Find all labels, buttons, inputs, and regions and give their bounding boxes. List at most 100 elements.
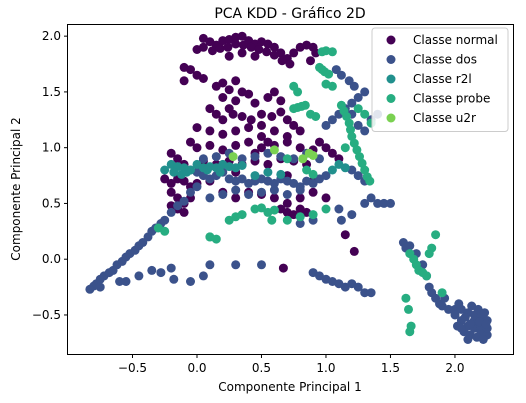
data-point xyxy=(321,143,331,153)
data-point xyxy=(218,78,228,88)
data-point xyxy=(306,56,315,66)
data-point xyxy=(231,212,241,222)
data-point xyxy=(431,230,441,240)
data-point xyxy=(302,165,312,175)
data-point xyxy=(257,143,266,153)
data-point xyxy=(454,299,464,309)
data-point xyxy=(267,215,277,225)
data-point xyxy=(282,198,292,208)
data-point xyxy=(263,167,273,177)
data-point xyxy=(198,42,208,52)
data-point xyxy=(269,87,279,97)
data-point xyxy=(173,201,183,211)
data-point xyxy=(340,143,350,153)
data-point xyxy=(360,288,370,298)
data-point xyxy=(289,48,299,58)
data-point xyxy=(478,335,488,344)
data-point xyxy=(160,174,170,184)
data-point xyxy=(257,109,266,119)
data-point xyxy=(166,263,176,273)
data-point xyxy=(179,196,189,206)
legend-box xyxy=(371,27,509,132)
data-point xyxy=(250,171,260,181)
data-point xyxy=(344,76,354,86)
data-point xyxy=(224,85,234,95)
data-point xyxy=(285,59,295,69)
data-point xyxy=(295,219,305,228)
data-point xyxy=(160,215,170,225)
data-point xyxy=(237,48,247,58)
data-point xyxy=(327,115,337,125)
data-point xyxy=(198,74,208,83)
data-point xyxy=(95,282,105,292)
data-point xyxy=(263,93,273,102)
data-point xyxy=(276,96,286,106)
data-point xyxy=(450,310,460,320)
data-point xyxy=(331,65,341,75)
x-tick-label: 0.0 xyxy=(187,361,206,375)
data-point xyxy=(250,152,260,162)
series-classe-normal xyxy=(160,31,359,273)
y-tick-label: 0.5 xyxy=(42,196,61,210)
data-point xyxy=(347,210,357,220)
x-tick-label: 1.0 xyxy=(316,361,335,375)
data-point xyxy=(336,215,346,225)
data-point xyxy=(202,165,212,175)
data-point xyxy=(269,145,279,155)
data-point xyxy=(321,204,331,214)
data-point xyxy=(282,115,292,125)
data-point xyxy=(166,178,176,188)
data-point xyxy=(228,152,238,162)
data-point xyxy=(282,154,292,164)
legend-marker xyxy=(386,113,396,123)
data-point xyxy=(311,112,321,121)
x-tick-label: 0.5 xyxy=(252,361,271,375)
data-point xyxy=(211,234,221,244)
data-point xyxy=(295,193,305,203)
data-point xyxy=(198,154,208,164)
x-tick-label: −0.5 xyxy=(118,361,147,375)
data-point xyxy=(115,277,125,286)
data-point xyxy=(321,193,331,203)
data-point xyxy=(246,115,256,125)
series-classe-r2l xyxy=(160,159,350,181)
data-point xyxy=(169,274,179,284)
data-point xyxy=(237,31,247,41)
data-point xyxy=(353,104,363,114)
plot-frame xyxy=(67,24,514,355)
x-axis-ticks: −0.5 0.0 0.5 1.0 1.5 2.0 xyxy=(118,354,465,375)
series-classe-dos xyxy=(85,65,492,344)
data-point xyxy=(327,148,337,158)
data-point xyxy=(308,187,318,197)
data-point xyxy=(308,151,318,160)
data-point xyxy=(205,104,215,114)
data-point xyxy=(237,154,247,164)
data-point xyxy=(215,167,225,177)
data-point xyxy=(324,69,334,79)
data-point xyxy=(465,319,475,329)
x-tick-label: 2.0 xyxy=(445,361,464,375)
data-point xyxy=(289,120,299,130)
data-point xyxy=(334,204,344,214)
data-point xyxy=(269,42,279,52)
data-point xyxy=(179,207,189,217)
data-point xyxy=(231,76,241,86)
data-point xyxy=(231,185,241,195)
legend-label: Classe u2r xyxy=(413,111,476,125)
data-point xyxy=(353,93,363,102)
data-point xyxy=(237,174,247,184)
data-point xyxy=(365,176,375,186)
data-point xyxy=(373,198,383,208)
data-point xyxy=(308,169,318,179)
data-point xyxy=(327,165,337,175)
data-point xyxy=(244,137,254,147)
data-point xyxy=(360,198,370,208)
legend-marker xyxy=(386,35,396,45)
data-point xyxy=(257,187,266,197)
data-point xyxy=(276,169,286,179)
data-point xyxy=(282,215,292,225)
data-point xyxy=(186,277,195,286)
data-point xyxy=(321,171,331,181)
data-point xyxy=(276,107,286,117)
data-point xyxy=(269,185,279,195)
